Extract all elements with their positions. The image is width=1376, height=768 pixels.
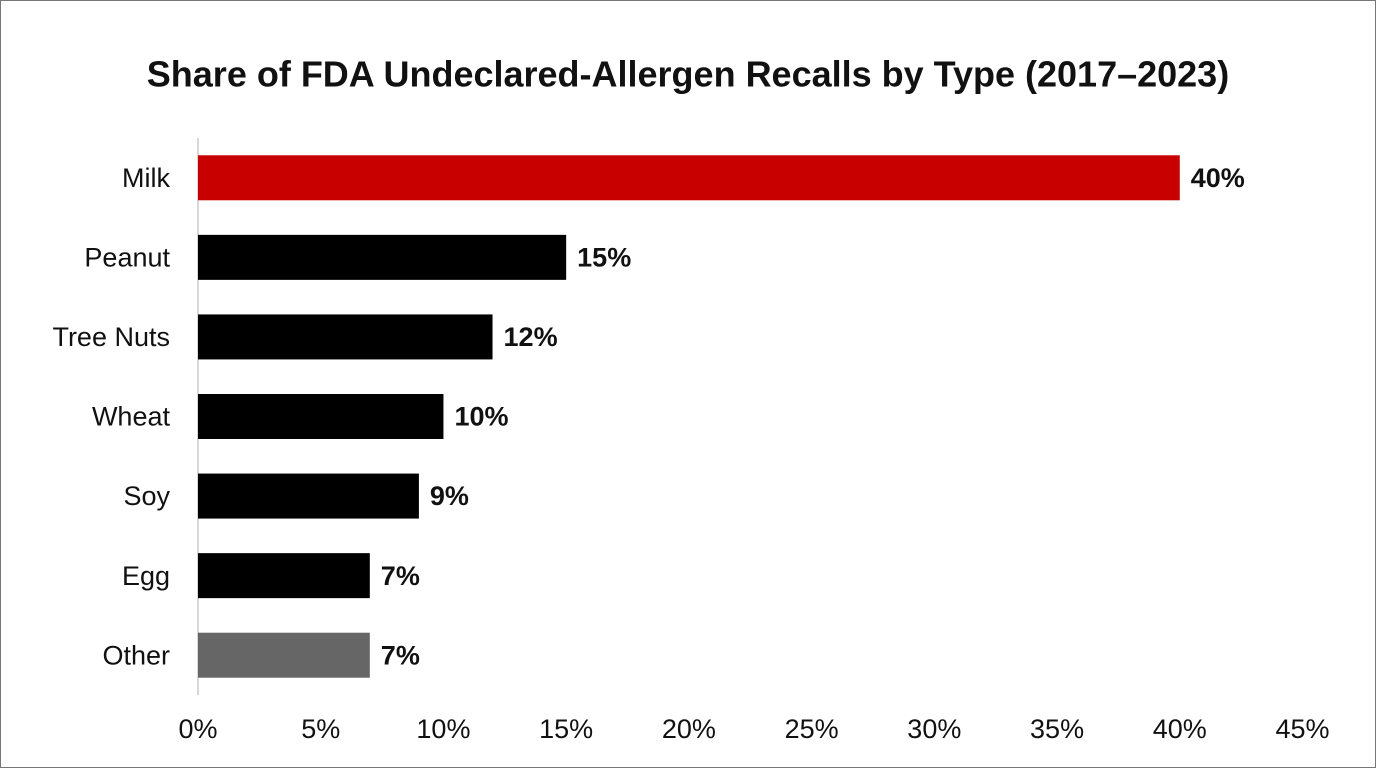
chart-title: Share of FDA Undeclared-Allergen Recalls… (147, 54, 1229, 95)
value-label: 10% (454, 402, 508, 432)
x-tick-label: 0% (178, 714, 217, 744)
bar (198, 155, 1180, 201)
x-tick-label: 25% (785, 714, 839, 744)
value-label: 9% (430, 481, 469, 511)
x-tick-label: 30% (907, 714, 961, 744)
x-tick-label: 40% (1153, 714, 1207, 744)
bar (198, 632, 370, 678)
y-tick-label: Egg (122, 561, 170, 591)
y-tick-label: Tree Nuts (52, 322, 170, 352)
x-tick-label: 10% (416, 714, 470, 744)
bar (198, 394, 444, 439)
y-tick-label: Milk (122, 163, 170, 193)
bar (198, 553, 370, 599)
x-tick-label: 20% (662, 714, 716, 744)
x-tick-label: 5% (301, 714, 340, 744)
bar (198, 473, 419, 519)
x-tick-label: 15% (539, 714, 593, 744)
value-label: 15% (577, 242, 631, 272)
y-tick-label: Wheat (92, 402, 171, 432)
y-tick-label: Other (102, 640, 170, 670)
value-label: 7% (381, 561, 420, 591)
y-tick-label: Soy (123, 481, 170, 511)
value-label: 12% (504, 322, 558, 352)
x-tick-label: 45% (1275, 714, 1329, 744)
bar (198, 234, 567, 280)
value-label: 40% (1191, 163, 1245, 193)
x-tick-label: 35% (1030, 714, 1084, 744)
value-label: 7% (381, 640, 420, 670)
y-tick-label: Peanut (84, 242, 170, 272)
bar (198, 314, 493, 360)
